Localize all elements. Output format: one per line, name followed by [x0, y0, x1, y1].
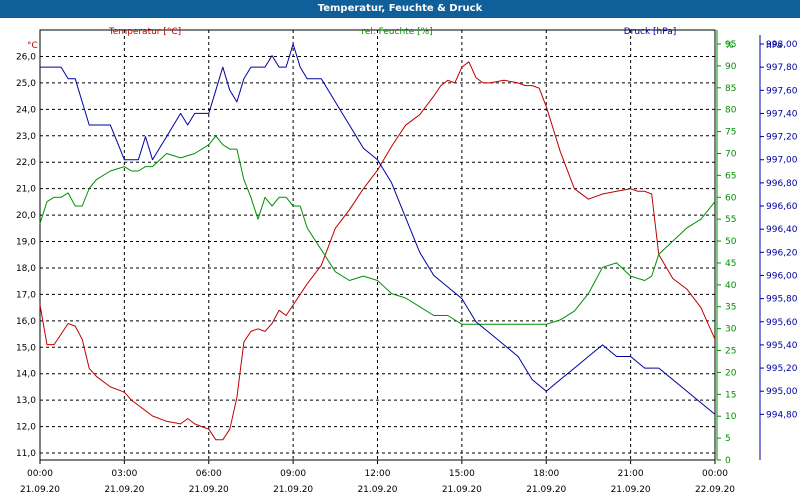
x-tick-date: 21.09.20: [273, 485, 313, 495]
x-tick-date: 21.09.20: [357, 485, 397, 495]
pressure-tick-label: 996,40: [766, 225, 798, 235]
plot-area-frame: [39, 29, 716, 461]
humidity-tick-label: 95: [725, 40, 736, 50]
humidity-tick-label: 35: [725, 303, 736, 313]
temperature-tick-label: 24,0: [16, 105, 36, 115]
humidity-tick-label: 45: [725, 259, 736, 269]
temperature-tick-label: 16,0: [16, 317, 36, 327]
pressure-tick-label: 995,20: [766, 364, 798, 374]
pressure-tick-label: 997,00: [766, 156, 798, 166]
humidity-tick-label: 10: [725, 412, 737, 422]
pressure-tick-label: 997,40: [766, 109, 798, 119]
humidity-tick-label: 75: [725, 128, 736, 138]
pressure-tick-label: 995,80: [766, 295, 798, 305]
humidity-tick-label: 20: [725, 368, 737, 378]
pressure-unit: hPa: [766, 41, 782, 51]
x-tick-date: 21.09.20: [442, 485, 482, 495]
pressure-tick-label: 996,60: [766, 202, 798, 212]
temperature-tick-label: 25,0: [16, 79, 36, 89]
temperature-unit: °C: [27, 41, 38, 51]
pressure-tick-label: 994,80: [766, 410, 798, 420]
temperature-tick-label: 26,0: [16, 53, 36, 63]
humidity-tick-label: 60: [725, 193, 737, 203]
temperature-tick-label: 19,0: [16, 238, 36, 248]
pressure-tick-label: 996,80: [766, 179, 798, 189]
temperature-tick-label: 12,0: [16, 423, 36, 433]
x-tick-time: 00:00: [702, 469, 728, 479]
humidity-tick-label: 80: [725, 106, 737, 116]
temperature-axis: 11,0 12,0 13,0 14,0 15,0 16,0 17,0 18,0 19,0 20,0…: [16, 41, 38, 459]
x-tick-date: 21.09.20: [526, 485, 566, 495]
pressure-tick-label: 996,20: [766, 248, 798, 258]
temperature-tick-label: 18,0: [16, 264, 36, 274]
series-labels: Temperatur [°C] rel. Feuchte [%] Druck [hP…: [108, 27, 676, 37]
temperature-tick-label: 14,0: [16, 370, 36, 380]
x-tick-date: 22.09.20: [695, 485, 735, 495]
x-tick-time: 21:00: [618, 469, 644, 479]
pressure-tick-label: 997,20: [766, 133, 798, 143]
humidity-tick-label: 25: [725, 347, 736, 357]
humidity-tick-label: 85: [725, 84, 736, 94]
temperature-tick-label: 22,0: [16, 158, 36, 168]
x-tick-time: 12:00: [365, 469, 391, 479]
humidity-tick-label: 15: [725, 390, 736, 400]
humidity-tick-label: 30: [725, 325, 737, 335]
humidity-tick-label: 90: [725, 62, 737, 72]
pressure-tick-label: 997,60: [766, 86, 798, 96]
x-tick-date: 21.09.20: [20, 485, 60, 495]
x-tick-time: 15:00: [449, 469, 475, 479]
pressure-tick-label: 997,80: [766, 63, 798, 73]
x-tick-time: 00:00: [27, 469, 53, 479]
series-line-0: [39, 61, 716, 441]
humidity-unit: %: [725, 41, 734, 51]
temperature-tick-label: 21,0: [16, 185, 36, 195]
humidity-axis: 0 5 10 15 20 25 30 35 40 45 50 55 60 65 70 75 80 85 90 95%: [716, 30, 737, 466]
pressure-tick-label: 995,00: [766, 387, 798, 397]
x-tick-date: 21.09.20: [104, 485, 144, 495]
temperature-tick-label: 17,0: [16, 290, 36, 300]
temperature-tick-label: 23,0: [16, 132, 36, 142]
series-label-0: Temperatur [°C]: [108, 27, 181, 37]
humidity-tick-label: 40: [725, 281, 737, 291]
window-title: Temperatur, Feuchte & Druck: [0, 0, 800, 18]
temperature-tick-label: 13,0: [16, 396, 36, 406]
pressure-axis: 994,80 995,00 995,20 995,40 995,60 995,80 996,…: [759, 35, 798, 460]
series-label-2: Druck [hPa]: [624, 27, 677, 37]
x-tick-time: 03:00: [111, 469, 137, 479]
series-label-1: rel. Feuchte [%]: [361, 27, 432, 37]
x-tick-date: 21.09.20: [611, 485, 651, 495]
humidity-tick-label: 0: [725, 456, 731, 466]
temperature-tick-label: 15,0: [16, 343, 36, 353]
x-tick-time: 06:00: [196, 469, 222, 479]
series-lines: [39, 43, 716, 441]
pressure-tick-label: 995,60: [766, 318, 798, 328]
humidity-tick-label: 70: [725, 149, 737, 159]
series-line-2: [40, 43, 716, 415]
humidity-tick-label: 5: [725, 434, 731, 444]
series-line-1: [39, 135, 716, 325]
grid-lines: [40, 30, 715, 460]
temperature-tick-label: 20,0: [16, 211, 36, 221]
humidity-tick-label: 55: [725, 215, 736, 225]
temperature-tick-label: 11,0: [16, 449, 36, 459]
pressure-tick-label: 996,00: [766, 271, 798, 281]
x-tick-date: 21.09.20: [189, 485, 229, 495]
x-tick-time: 09:00: [280, 469, 306, 479]
pressure-tick-label: 998,00: [766, 40, 798, 50]
humidity-tick-label: 50: [725, 237, 737, 247]
humidity-tick-label: 65: [725, 171, 736, 181]
time-axis: 00:00 21.09.20 03:00 21.09.20 06:00 21.09.20 0…: [20, 460, 735, 495]
pressure-tick-label: 995,40: [766, 341, 798, 351]
x-tick-time: 18:00: [533, 469, 559, 479]
